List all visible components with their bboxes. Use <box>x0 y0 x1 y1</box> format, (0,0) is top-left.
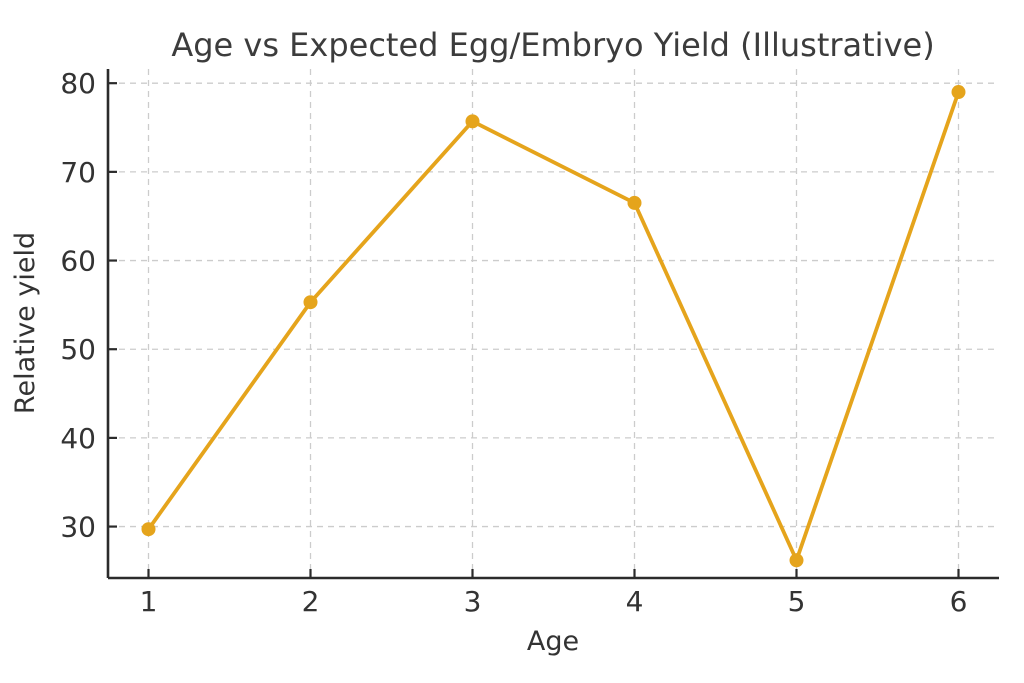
series-layer <box>141 85 966 568</box>
grid-layer <box>108 69 999 578</box>
x-axis-label: Age <box>527 626 579 657</box>
tick-label-layer: 1 2 3 4 5 6 30 40 50 60 70 80 <box>60 67 967 618</box>
axis-layer <box>106 69 999 580</box>
y-tick-label: 70 <box>60 156 96 189</box>
x-tick-label: 1 <box>140 585 158 618</box>
x-tick-label: 6 <box>950 585 968 618</box>
x-tick-label: 4 <box>626 585 644 618</box>
data-point-marker <box>627 195 642 210</box>
data-point-marker <box>465 114 480 129</box>
chart-title: Age vs Expected Egg/Embryo Yield (Illust… <box>171 26 934 64</box>
y-tick-label: 60 <box>60 245 96 278</box>
y-tick-label: 80 <box>60 67 96 100</box>
y-tick-label: 50 <box>60 333 96 366</box>
data-point-marker <box>141 522 156 537</box>
data-point-marker <box>303 295 318 310</box>
y-axis-label: Relative yield <box>10 232 41 414</box>
data-point-marker <box>951 85 966 100</box>
data-point-marker <box>789 553 804 568</box>
x-tick-label: 5 <box>788 585 806 618</box>
x-tick-label: 2 <box>302 585 320 618</box>
y-tick-label: 30 <box>60 511 96 544</box>
y-tick-label: 40 <box>60 422 96 455</box>
x-tick-label: 3 <box>464 585 482 618</box>
series-line <box>146 90 961 563</box>
